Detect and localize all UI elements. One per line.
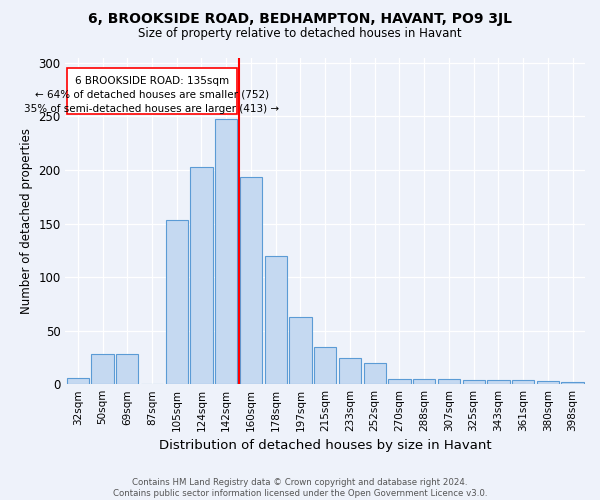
Text: 35% of semi-detached houses are larger (413) →: 35% of semi-detached houses are larger (…	[24, 104, 279, 114]
Bar	[289, 316, 311, 384]
Bar	[512, 380, 534, 384]
Text: Contains HM Land Registry data © Crown copyright and database right 2024.
Contai: Contains HM Land Registry data © Crown c…	[113, 478, 487, 498]
X-axis label: Distribution of detached houses by size in Havant: Distribution of detached houses by size …	[159, 440, 491, 452]
Bar	[463, 380, 485, 384]
Text: 6, BROOKSIDE ROAD, BEDHAMPTON, HAVANT, PO9 3JL: 6, BROOKSIDE ROAD, BEDHAMPTON, HAVANT, P…	[88, 12, 512, 26]
Text: 6 BROOKSIDE ROAD: 135sqm: 6 BROOKSIDE ROAD: 135sqm	[74, 76, 229, 86]
Bar	[116, 354, 139, 384]
Bar	[537, 381, 559, 384]
Bar	[438, 379, 460, 384]
Text: ← 64% of detached houses are smaller (752): ← 64% of detached houses are smaller (75…	[35, 90, 269, 100]
Bar	[190, 167, 212, 384]
Bar	[91, 354, 113, 384]
Bar	[364, 363, 386, 384]
Bar	[265, 256, 287, 384]
Bar	[314, 346, 337, 384]
Bar	[339, 358, 361, 384]
Bar	[67, 378, 89, 384]
Text: Size of property relative to detached houses in Havant: Size of property relative to detached ho…	[138, 28, 462, 40]
Bar	[388, 379, 410, 384]
FancyBboxPatch shape	[67, 68, 236, 114]
Bar	[215, 118, 238, 384]
Bar	[562, 382, 584, 384]
Bar	[413, 379, 436, 384]
Y-axis label: Number of detached properties: Number of detached properties	[20, 128, 33, 314]
Bar	[240, 178, 262, 384]
Bar	[166, 220, 188, 384]
Bar	[487, 380, 509, 384]
